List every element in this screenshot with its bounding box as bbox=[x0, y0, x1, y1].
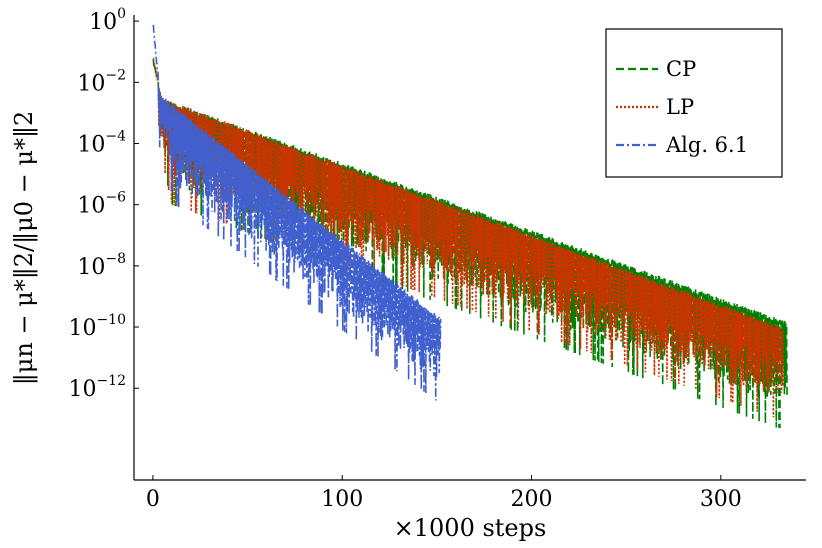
legend-label: Alg. 6.1 bbox=[665, 133, 748, 157]
y-tick-label: 10−6 bbox=[77, 190, 126, 219]
x-tick-label: 200 bbox=[511, 487, 553, 512]
legend-label: LP bbox=[666, 95, 694, 119]
x-tick-label: 300 bbox=[700, 487, 742, 512]
series-alg-6-1 bbox=[152, 24, 442, 401]
legend-item: LP bbox=[616, 95, 694, 119]
y-tick-label: 10−4 bbox=[77, 128, 126, 157]
x-tick-label: 100 bbox=[321, 487, 363, 512]
y-tick-label: 10−12 bbox=[68, 373, 126, 402]
y-tick-label: 10−2 bbox=[77, 67, 126, 96]
legend-item: Alg. 6.1 bbox=[616, 133, 748, 157]
y-tick-label: 10−10 bbox=[68, 312, 126, 341]
legend-label: CP bbox=[666, 57, 696, 81]
y-axis-title: ‖μn − μ*‖2/‖μ0 − μ*‖2 bbox=[10, 111, 39, 385]
series-line bbox=[152, 24, 442, 401]
x-tick-label: 0 bbox=[146, 487, 160, 512]
y-tick-label: 100 bbox=[89, 6, 126, 35]
y-tick-label: 10−8 bbox=[77, 251, 126, 280]
legend-item: CP bbox=[616, 57, 696, 81]
x-axis-title: ×1000 steps bbox=[394, 514, 547, 542]
legend: CP LP Alg. 6.1 bbox=[605, 28, 783, 178]
legend-box bbox=[605, 28, 783, 178]
